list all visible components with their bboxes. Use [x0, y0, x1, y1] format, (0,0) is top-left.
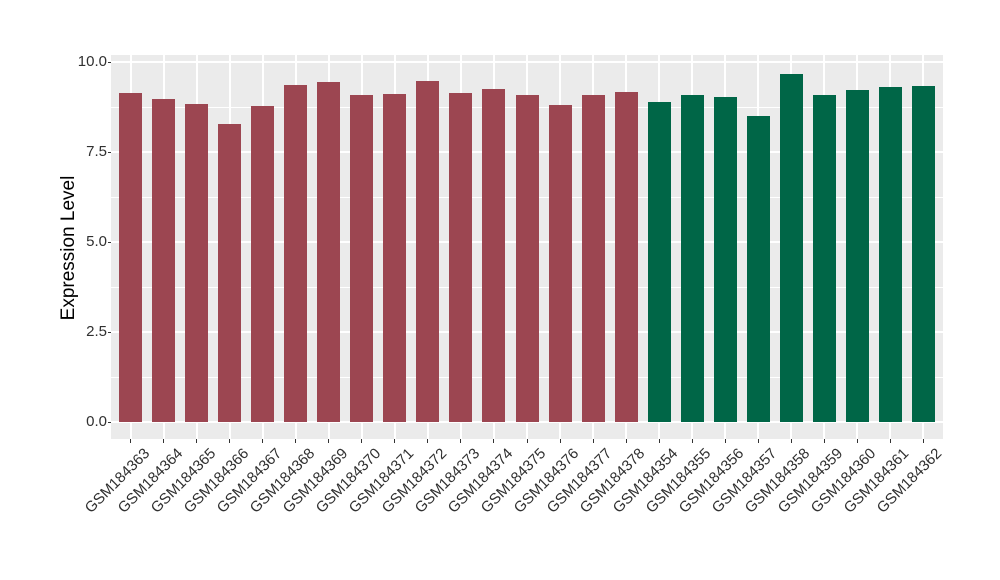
bar-GSM184365	[185, 103, 209, 422]
bar-GSM184371	[383, 94, 407, 422]
x-tick-mark	[196, 439, 198, 443]
x-tick-mark	[526, 439, 528, 443]
x-tick-mark	[262, 439, 264, 443]
x-tick-mark	[856, 439, 858, 443]
x-tick-mark	[790, 439, 792, 443]
y-tick-mark	[107, 331, 111, 333]
bar-GSM184370	[350, 95, 374, 422]
x-tick-mark	[328, 439, 330, 443]
x-tick-mark	[460, 439, 462, 443]
x-tick-mark	[757, 439, 759, 443]
x-tick-mark	[427, 439, 429, 443]
x-tick-mark	[295, 439, 297, 443]
bar-GSM184375	[515, 95, 539, 422]
bar-GSM184360	[845, 89, 869, 422]
x-tick-mark	[889, 439, 891, 443]
y-tick-label: 0.0	[86, 413, 107, 430]
bar-GSM184358	[779, 73, 803, 422]
x-tick-mark	[163, 439, 165, 443]
x-tick-mark	[658, 439, 660, 443]
x-tick-mark	[625, 439, 627, 443]
bar-GSM184361	[878, 86, 902, 422]
bar-GSM184355	[680, 95, 704, 422]
x-tick-mark	[559, 439, 561, 443]
bar-GSM184367	[251, 105, 275, 422]
y-tick-mark	[107, 241, 111, 243]
x-tick-mark	[823, 439, 825, 443]
y-tick-label: 7.5	[86, 143, 107, 160]
x-tick-mark	[130, 439, 132, 443]
bar-GSM184363	[119, 93, 143, 422]
x-tick-mark	[493, 439, 495, 443]
x-tick-mark	[724, 439, 726, 443]
bar-GSM184372	[416, 80, 440, 422]
y-tick-mark	[107, 61, 111, 63]
y-tick-label: 10.0	[77, 53, 107, 70]
y-tick-label: 2.5	[86, 323, 107, 340]
y-tick-mark	[107, 421, 111, 423]
bar-GSM184357	[746, 115, 770, 422]
bar-GSM184374	[482, 89, 506, 422]
y-tick-mark	[107, 151, 111, 153]
x-tick-mark	[361, 439, 363, 443]
bar-GSM184373	[449, 93, 473, 422]
bar-GSM184364	[152, 99, 176, 422]
x-tick-mark	[922, 439, 924, 443]
plot-panel	[111, 55, 943, 439]
x-tick-mark	[229, 439, 231, 443]
bar-GSM184359	[812, 95, 836, 422]
bar-GSM184378	[614, 91, 638, 422]
y-tick-label: 5.0	[86, 233, 107, 250]
bar-GSM184376	[548, 104, 572, 422]
bar-GSM184362	[911, 85, 935, 422]
x-tick-mark	[592, 439, 594, 443]
bar-GSM184377	[581, 95, 605, 422]
bar-GSM184366	[218, 123, 242, 422]
x-tick-mark	[691, 439, 693, 443]
bar-GSM184368	[284, 85, 308, 422]
bar-GSM184369	[317, 81, 341, 422]
bar-GSM184354	[647, 101, 671, 422]
x-tick-mark	[394, 439, 396, 443]
bar-GSM184356	[713, 96, 737, 422]
